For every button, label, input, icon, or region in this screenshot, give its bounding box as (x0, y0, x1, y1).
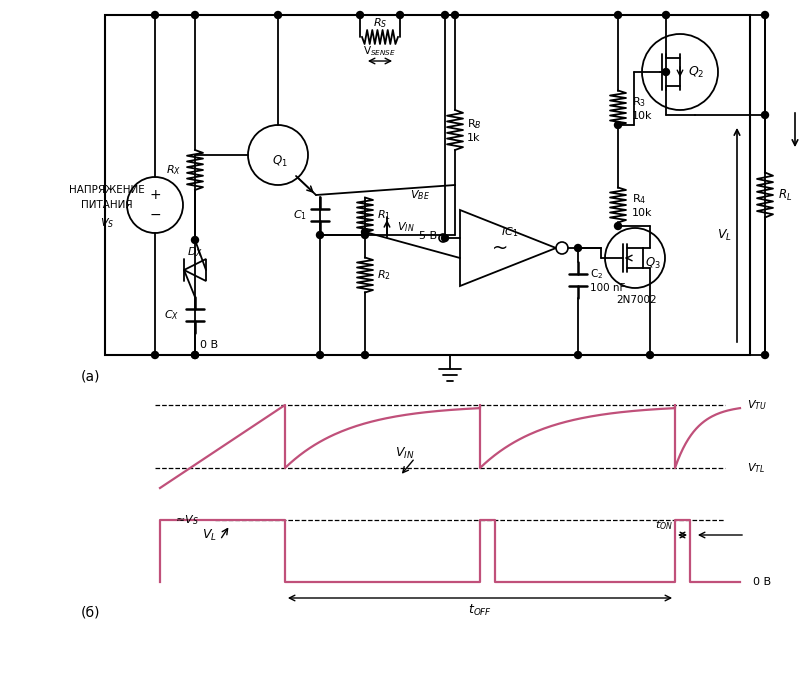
Text: 0 В: 0 В (200, 340, 218, 350)
Text: (а): (а) (80, 370, 100, 384)
Circle shape (152, 351, 158, 359)
Circle shape (662, 12, 670, 18)
Text: Q$_2$: Q$_2$ (688, 65, 705, 80)
Text: R$_2$: R$_2$ (377, 268, 391, 282)
Text: 0 В: 0 В (753, 577, 771, 587)
Circle shape (361, 231, 368, 239)
Text: ПИТАНИЯ: ПИТАНИЯ (81, 200, 133, 210)
Circle shape (192, 351, 198, 359)
Circle shape (361, 351, 368, 359)
Text: R$_S$: R$_S$ (373, 16, 388, 30)
Text: V$_{SENSE}$: V$_{SENSE}$ (364, 44, 396, 58)
Bar (105, 15, 750, 355)
Text: IC$_1$: IC$_1$ (501, 225, 519, 239)
Text: R$_4$
10k: R$_4$ 10k (632, 192, 653, 218)
Circle shape (614, 222, 622, 230)
Circle shape (614, 12, 622, 18)
Text: V$_{IN}$: V$_{IN}$ (396, 445, 415, 460)
Circle shape (316, 351, 324, 359)
Text: 5 В: 5 В (419, 231, 437, 241)
Text: R$_1$: R$_1$ (377, 208, 391, 222)
Circle shape (662, 68, 670, 76)
Text: C$_1$: C$_1$ (293, 208, 307, 222)
Circle shape (574, 245, 582, 252)
Text: V$_L$: V$_L$ (717, 228, 732, 243)
Text: Q$_3$: Q$_3$ (645, 256, 661, 271)
Text: ≈V$_S$: ≈V$_S$ (175, 513, 199, 527)
Text: V$_S$: V$_S$ (100, 216, 114, 230)
Text: t$_{OFF}$: t$_{OFF}$ (468, 602, 492, 617)
Circle shape (442, 12, 448, 18)
Text: V$_{IN}$: V$_{IN}$ (397, 220, 415, 234)
Circle shape (152, 12, 158, 18)
Text: НАПРЯЖЕНИЕ: НАПРЯЖЕНИЕ (70, 185, 145, 195)
Text: R$_X$: R$_X$ (165, 163, 181, 177)
Circle shape (761, 12, 769, 18)
Circle shape (574, 351, 582, 359)
Circle shape (761, 111, 769, 119)
Circle shape (356, 12, 364, 18)
Text: D$_X$: D$_X$ (187, 245, 203, 259)
Circle shape (275, 12, 281, 18)
Text: ~: ~ (492, 239, 508, 258)
Circle shape (614, 121, 622, 128)
Text: R$_B$
1k: R$_B$ 1k (467, 117, 482, 143)
Text: C$_2$
100 nF: C$_2$ 100 nF (590, 267, 626, 293)
Text: (б): (б) (80, 605, 100, 619)
Circle shape (646, 351, 654, 359)
Circle shape (396, 12, 403, 18)
Text: −: − (149, 208, 161, 222)
Text: 2N7002: 2N7002 (617, 295, 658, 305)
Text: t$_{ON}$: t$_{ON}$ (655, 518, 674, 532)
Text: V$_{TU}$: V$_{TU}$ (747, 398, 767, 412)
Text: V$_L$: V$_L$ (202, 527, 217, 543)
Circle shape (192, 237, 198, 243)
Circle shape (361, 228, 368, 235)
Circle shape (192, 351, 198, 359)
Circle shape (442, 235, 448, 241)
Text: V$_{TL}$: V$_{TL}$ (747, 461, 765, 475)
Circle shape (761, 351, 769, 359)
Text: Q$_1$: Q$_1$ (272, 153, 288, 168)
Text: V$_{BE}$: V$_{BE}$ (410, 188, 430, 202)
Text: R$_3$
10k: R$_3$ 10k (632, 95, 653, 121)
Circle shape (192, 12, 198, 18)
Text: +: + (149, 188, 161, 202)
Text: C$_X$: C$_X$ (164, 308, 179, 322)
Text: R$_L$: R$_L$ (778, 188, 793, 203)
Circle shape (451, 12, 459, 18)
Circle shape (316, 231, 324, 239)
